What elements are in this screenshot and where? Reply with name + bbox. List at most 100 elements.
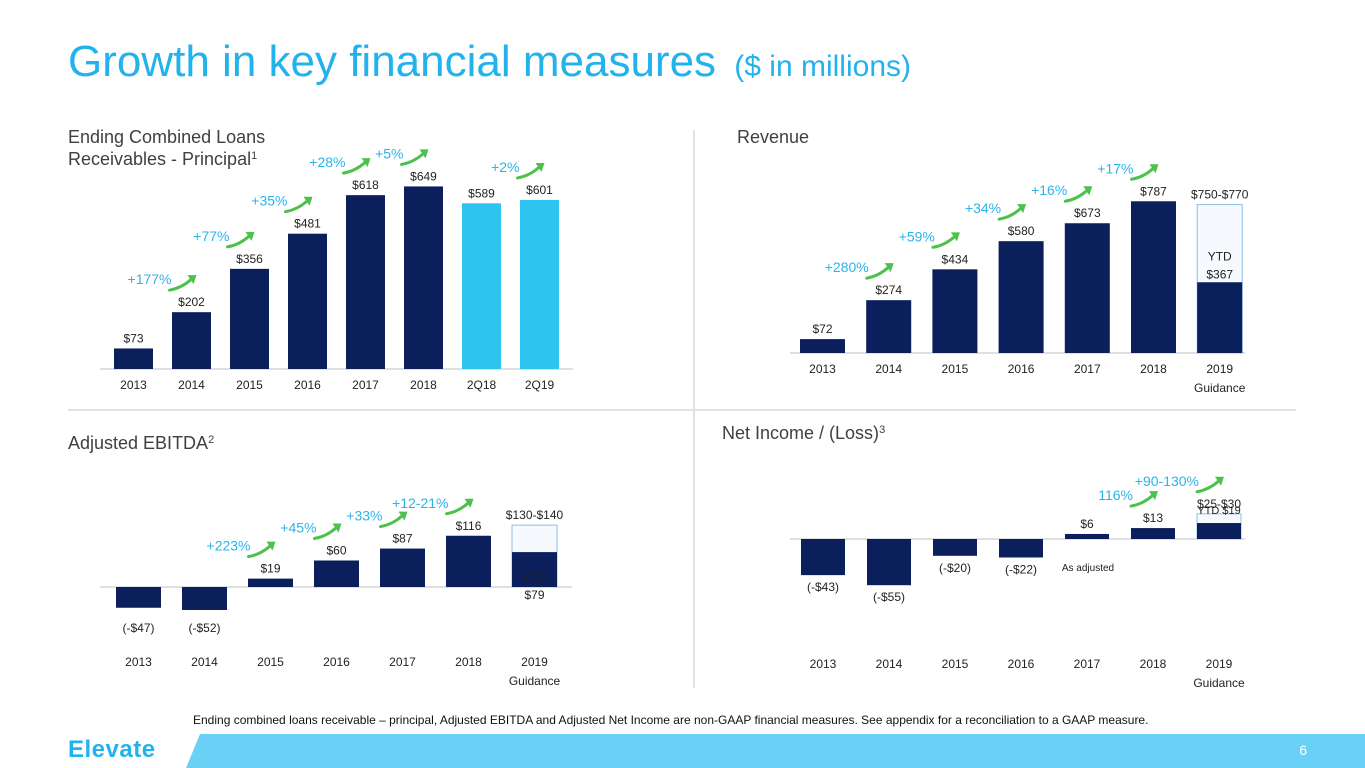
revenue-chart-title: Revenue bbox=[737, 126, 809, 148]
footnote: Ending combined loans receivable – princ… bbox=[193, 713, 1149, 727]
c1-tick-2: 2015 bbox=[942, 362, 969, 376]
c3-bar-3 bbox=[999, 539, 1043, 558]
c1-arrow-3-stroke bbox=[997, 206, 1023, 221]
c1-arrow-3-head bbox=[1017, 204, 1027, 214]
c0-arrow-7-head bbox=[535, 162, 545, 172]
title-text: Growth in key financial measures bbox=[68, 37, 717, 86]
c2-growth-3: +45% bbox=[280, 519, 316, 535]
c0-label-6: $589 bbox=[468, 186, 495, 200]
c3-bar-0 bbox=[801, 539, 845, 576]
c3-bar-4 bbox=[1065, 533, 1109, 539]
c3-bar-1 bbox=[867, 539, 911, 586]
title-unit: ($ in millions) bbox=[734, 50, 912, 83]
c2-tick-6: 2019 bbox=[521, 655, 548, 669]
c2-label-6: $130-$140 bbox=[506, 508, 564, 522]
c0-tick-0: 2013 bbox=[120, 378, 147, 392]
c1-bar-5 bbox=[1131, 201, 1176, 353]
c2-tick-5: 2018 bbox=[455, 655, 482, 669]
c0-bar-1 bbox=[172, 312, 211, 369]
c0-tick-7: 2Q19 bbox=[525, 378, 555, 392]
c2-label-1: (-$52) bbox=[188, 621, 220, 635]
c1-arrow-5-stroke bbox=[1130, 166, 1155, 181]
revenue-title-text: Revenue bbox=[737, 127, 810, 147]
c2-label-3: $60 bbox=[326, 543, 346, 557]
c3-tick-1: 2014 bbox=[876, 657, 903, 671]
c0-growth-5: +5% bbox=[375, 145, 403, 161]
c1-arrow-2-stroke bbox=[931, 234, 957, 249]
c1-bar-ytd bbox=[1197, 282, 1243, 353]
c2-tick-2: 2015 bbox=[257, 655, 284, 669]
c1-growth-5: +17% bbox=[1097, 160, 1133, 176]
c3-tick-5: 2018 bbox=[1140, 657, 1167, 671]
c1-tick-3: 2016 bbox=[1008, 362, 1035, 376]
c0-tick-2: 2015 bbox=[236, 378, 263, 392]
c0-arrow-7-stroke bbox=[516, 165, 541, 180]
c1-arrow-4-head bbox=[1083, 186, 1093, 196]
c0-arrow-1-head bbox=[187, 275, 197, 285]
c0-arrow-3-head bbox=[303, 196, 313, 206]
c1-tick-1: 2014 bbox=[875, 362, 902, 376]
c2-arrow-4-head bbox=[398, 511, 408, 521]
c1-tick-0: 2013 bbox=[809, 362, 836, 376]
c1-label-6: $750-$770 bbox=[1191, 188, 1249, 202]
c3-label-1: (-$55) bbox=[873, 590, 905, 604]
c0-tick-3: 2016 bbox=[294, 378, 321, 392]
c1-tick-4: 2017 bbox=[1074, 362, 1101, 376]
c3-label-6: $25-$30 bbox=[1197, 497, 1241, 511]
c1-growth-3: +34% bbox=[965, 200, 1001, 216]
c3-bar-ytd bbox=[1197, 523, 1241, 539]
page-title: Growth in key financial measures ($ in m… bbox=[68, 40, 911, 84]
c1-arrow-4-stroke bbox=[1063, 188, 1089, 203]
c2-bar-ytd bbox=[512, 552, 557, 587]
c2-label-2: $19 bbox=[260, 562, 280, 576]
c2-label-0: (-$47) bbox=[122, 621, 154, 635]
c0-bar-7 bbox=[520, 199, 559, 369]
c3-annotation: As adjusted bbox=[1062, 563, 1114, 574]
c0-label-3: $481 bbox=[294, 217, 321, 231]
c2-growth-5: +12-21% bbox=[392, 495, 448, 511]
c3-ytd-label: YTD $19 bbox=[1197, 505, 1240, 517]
c3-label-3: (-$22) bbox=[1005, 562, 1037, 576]
c1-bar-2 bbox=[932, 269, 978, 353]
c3-bar-2 bbox=[933, 539, 977, 556]
c0-bar-6 bbox=[462, 203, 501, 369]
loans-title-line2: Receivables - Principal bbox=[68, 149, 252, 169]
c2-arrow-3-stroke bbox=[313, 525, 338, 540]
c0-label-7: $601 bbox=[526, 183, 553, 197]
c3-bar-5 bbox=[1131, 528, 1175, 539]
c2-arrow-5-head bbox=[464, 498, 474, 508]
c1-subtick-6: Guidance bbox=[1194, 381, 1246, 395]
c3-tick-2: 2015 bbox=[942, 657, 969, 671]
c0-label-2: $356 bbox=[236, 252, 263, 266]
c1-ytd-label: YTD bbox=[1208, 250, 1232, 264]
c0-bar-5 bbox=[404, 186, 443, 369]
elevate-logo: Elevate bbox=[68, 736, 156, 763]
c3-arrow-6-head bbox=[1215, 476, 1224, 486]
c0-label-4: $618 bbox=[352, 178, 379, 192]
c3-tick-4: 2017 bbox=[1074, 657, 1101, 671]
c3-label-2: (-$20) bbox=[939, 561, 971, 575]
c0-arrow-2-head bbox=[245, 231, 255, 241]
ebitda-title-text: Adjusted EBITDA bbox=[68, 433, 209, 453]
c2-bar-1 bbox=[182, 587, 227, 610]
netincome-chart-title: Net Income / (Loss)3 bbox=[722, 422, 885, 444]
c1-bar-3 bbox=[998, 241, 1044, 353]
c2-arrow-5-stroke bbox=[445, 501, 470, 516]
c0-tick-4: 2017 bbox=[352, 378, 379, 392]
c0-arrow-1-stroke bbox=[168, 277, 193, 292]
c0-growth-7: +2% bbox=[491, 159, 519, 175]
c3-arrow-5-stroke bbox=[1129, 493, 1155, 508]
c1-growth-4: +16% bbox=[1031, 182, 1067, 198]
c1-label-5: $787 bbox=[1140, 184, 1167, 198]
c2-tick-4: 2017 bbox=[389, 655, 416, 669]
c0-tick-5: 2018 bbox=[410, 378, 437, 392]
c1-label-2: $434 bbox=[942, 252, 969, 266]
c2-ytd-value: $79 bbox=[524, 588, 544, 602]
c0-growth-2: +77% bbox=[193, 228, 229, 244]
footer-band bbox=[186, 734, 1365, 768]
c3-label-5: $13 bbox=[1143, 511, 1163, 525]
c0-growth-3: +35% bbox=[251, 193, 287, 209]
c2-bar-3 bbox=[314, 560, 359, 587]
c2-tick-1: 2014 bbox=[191, 655, 218, 669]
c0-growth-4: +28% bbox=[309, 154, 345, 170]
